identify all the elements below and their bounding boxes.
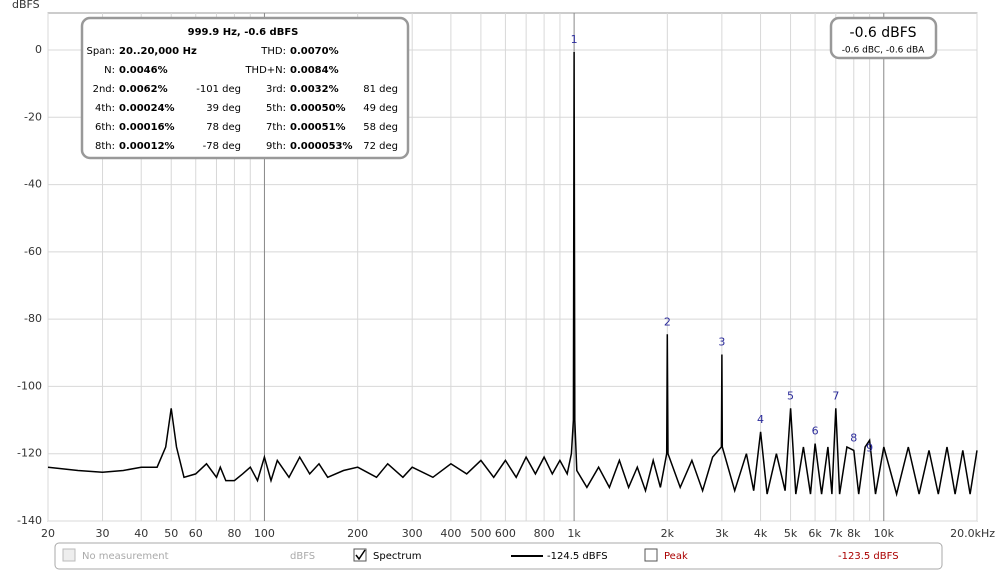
info-p2: 58 deg [363, 122, 398, 133]
y-tick-label: -120 [17, 447, 42, 460]
x-tick-label: 60 [189, 527, 203, 540]
info-v1: 0.00024% [119, 103, 175, 114]
info-v2: 0.0084% [290, 65, 339, 76]
info-l2: 7th: [266, 122, 286, 133]
info-v2: 0.000053% [290, 141, 353, 152]
x-tick-label: 4k [754, 527, 768, 540]
legend-text: -124.5 dBFS [547, 551, 608, 562]
x-tick-label: 80 [227, 527, 241, 540]
info-l1: Span: [86, 46, 115, 57]
info-title: 999.9 Hz, -0.6 dBFS [188, 27, 299, 38]
info-l1: N: [104, 65, 115, 76]
y-tick-label: -40 [24, 178, 42, 191]
y-tick-label: -60 [24, 245, 42, 258]
legend-text: Peak [664, 551, 688, 562]
x-tick-label: 30 [96, 527, 110, 540]
info-l2: 9th: [266, 141, 286, 152]
x-tick-label: 600 [495, 527, 516, 540]
harmonic-label: 9 [866, 441, 873, 454]
x-tick-label: 3k [715, 527, 729, 540]
legend-bar [54, 542, 943, 570]
x-tick-label: 300 [402, 527, 423, 540]
level-frame [829, 16, 938, 60]
info-l2: 3rd: [266, 84, 286, 95]
x-tick-label: 8k [847, 527, 861, 540]
x-tick-label: 7k [829, 527, 843, 540]
y-axis-label: dBFS [12, 0, 40, 11]
info-v1: 0.0046% [119, 65, 168, 76]
x-tick-label: 20 [41, 527, 55, 540]
info-frame [80, 16, 410, 160]
legend-text: No measurement [82, 551, 169, 562]
check-mark [355, 549, 366, 561]
x-tick-label: 400 [440, 527, 461, 540]
y-tick-label: -140 [17, 514, 42, 527]
x-tick-label: 50 [164, 527, 178, 540]
info-p2: 72 deg [363, 141, 398, 152]
info-v1: 20..20,000 Hz [119, 46, 197, 57]
level-sub: -0.6 dBC, -0.6 dBA [842, 46, 925, 56]
level-main: -0.6 dBFS [850, 25, 917, 41]
x-tick-label: 200 [347, 527, 368, 540]
info-p1: 39 deg [206, 103, 241, 114]
legend-text: Spectrum [373, 551, 421, 562]
info-v1: 0.00012% [119, 141, 175, 152]
harmonic-label: 5 [787, 389, 794, 402]
info-p1: -101 deg [196, 84, 241, 95]
info-v1: 0.0062% [119, 84, 168, 95]
info-l1: 6th: [95, 122, 115, 133]
info-l1: 4th: [95, 103, 115, 114]
x-tick-label: 10k [874, 527, 895, 540]
y-tick-label: 0 [35, 43, 42, 56]
harmonic-label: 4 [757, 413, 764, 426]
info-l1: 8th: [95, 141, 115, 152]
info-l2: THD+N: [244, 65, 286, 76]
x-tick-label: 40 [134, 527, 148, 540]
y-tick-label: -80 [24, 312, 42, 325]
x-tick-label: 500 [470, 527, 491, 540]
info-p1: 78 deg [206, 122, 241, 133]
info-v2: 0.00050% [290, 103, 346, 114]
info-v2: 0.0070% [290, 46, 339, 57]
harmonic-label: 2 [664, 315, 671, 328]
harmonic-label: 3 [718, 335, 725, 348]
harmonic-label: 8 [850, 431, 857, 444]
x-tick-label: 100 [254, 527, 275, 540]
info-p1: -78 deg [203, 141, 241, 152]
y-tick-label: -100 [17, 379, 42, 392]
harmonic-label: 7 [832, 389, 839, 402]
spectrum-line [47, 51, 978, 498]
info-p2: 49 deg [363, 103, 398, 114]
x-tick-label: 800 [534, 527, 555, 540]
x-tick-label: 5k [784, 527, 798, 540]
x-tick-label: 6k [808, 527, 822, 540]
y-tick-label: -20 [24, 110, 42, 123]
harmonic-label: 6 [812, 425, 819, 438]
info-l2: THD: [260, 46, 286, 57]
x-tick-label: 1k [567, 527, 581, 540]
info-box: 999.9 Hz, -0.6 dBFS Span: 20..20,000 Hz THD… [80, 16, 410, 160]
checkbox[interactable] [62, 548, 76, 562]
info-v2: 0.0032% [290, 84, 339, 95]
info-v2: 0.00051% [290, 122, 346, 133]
info-p2: 81 deg [363, 84, 398, 95]
info-l1: 2nd: [93, 84, 115, 95]
x-tick-label: 2k [661, 527, 675, 540]
checkbox[interactable] [644, 548, 658, 562]
legend-text: -123.5 dBFS [838, 551, 899, 562]
legend-text: dBFS [290, 551, 315, 562]
info-v1: 0.00016% [119, 122, 175, 133]
x-tick-label: 20.0kHz [950, 527, 995, 540]
info-l2: 5th: [266, 103, 286, 114]
harmonic-label: 1 [571, 33, 578, 46]
